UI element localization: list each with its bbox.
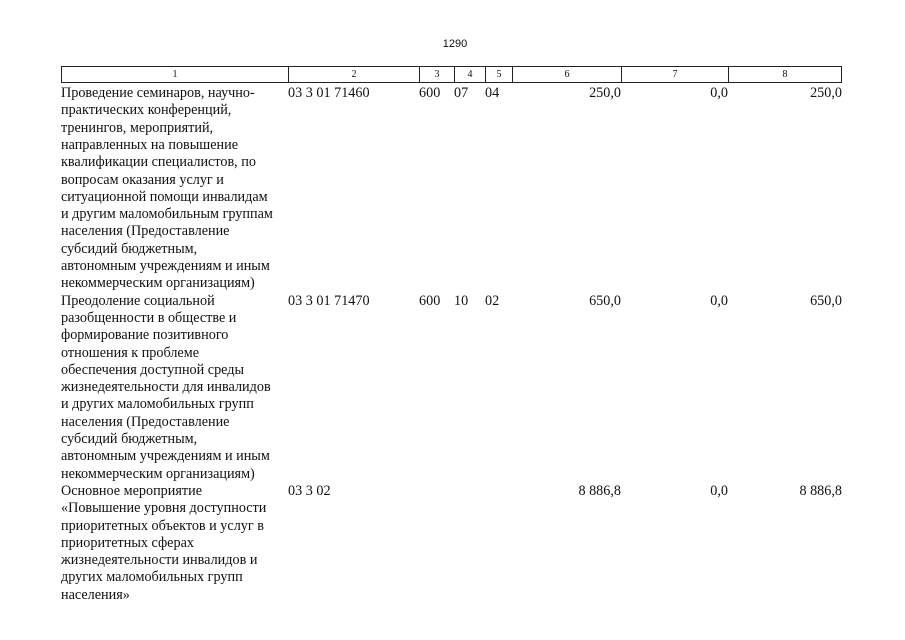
item-name-line: Проведение семинаров, научно- (61, 85, 255, 101)
item-name-line: приоритетных сферах (61, 534, 194, 551)
cell: 03 3 01 71470 (288, 292, 370, 309)
cell: 600 (419, 292, 441, 309)
item-name-line: автономным учреждениям и иным (61, 448, 270, 465)
header-cell: 7 (621, 66, 729, 83)
amount: 650,0 (589, 292, 621, 309)
header-cell: 2 (288, 66, 420, 83)
item-name-line: отношения к проблеме (61, 344, 200, 361)
item-name-line: жизнедеятельности инвалидов и (61, 552, 258, 569)
amount: 250,0 (810, 85, 842, 101)
item-name-line: квалификации специалистов, по (61, 154, 256, 171)
page-number: 1290 (442, 38, 468, 50)
amount: 650,0 (810, 292, 842, 309)
item-name-line: приоритетных объектов и услуг в (61, 517, 264, 534)
item-name-line: Преодоление социальной (61, 292, 215, 309)
cell: 07 (454, 85, 469, 101)
header-cell: 8 (728, 66, 842, 83)
item-name-line: автономным учреждениям и иным (61, 258, 270, 274)
item-name-line: и других маломобильных групп (61, 396, 254, 413)
item-name-line: населения» (61, 586, 130, 603)
item-name-line: обеспечения доступной среды (61, 361, 245, 378)
cell: 04 (485, 85, 500, 101)
item-name-line: населения (Предоставление (61, 223, 230, 240)
item-name-line: разобщенности в обществе и (61, 309, 237, 326)
item-name-line: субсидий бюджетным, (61, 431, 198, 447)
item-name-line: вопросам оказания услуг и (61, 171, 224, 188)
cell: 03 3 01 71460 (288, 85, 370, 101)
amount: 0,0 (710, 292, 728, 309)
item-name-line: ситуационной помощи инвалидам (61, 188, 268, 205)
item-name-line: направленных на повышение (61, 136, 238, 153)
item-name-line: жизнедеятельности для инвалидов (61, 379, 271, 396)
item-name-line: практических конференций, (61, 102, 232, 119)
cell: 02 (485, 292, 500, 309)
item-name-line: Основное мероприятие (61, 482, 202, 499)
amount: 250,0 (589, 85, 621, 101)
cell: 10 (454, 292, 469, 309)
item-name-line: «Повышение уровня доступности (61, 500, 267, 517)
amount: 8 886,8 (578, 482, 621, 499)
item-name-line: субсидий бюджетным, (61, 240, 198, 257)
header-cell: 1 (61, 66, 289, 83)
header-cell: 3 (419, 66, 455, 83)
header-cell: 4 (454, 66, 486, 83)
amount: 8 886,8 (799, 482, 842, 499)
item-name-line: и другим маломобильным группам (61, 206, 273, 223)
cell: 03 3 02 (288, 482, 331, 499)
item-name-line: населения (Предоставление (61, 413, 230, 430)
header-cell: 5 (485, 66, 513, 83)
item-name-line: тренингов, мероприятий, (61, 119, 214, 136)
cell: 600 (419, 85, 441, 101)
header-cell: 6 (512, 66, 622, 83)
item-name-line: некоммерческим организациям) (61, 275, 255, 292)
amount: 0,0 (710, 85, 728, 101)
item-name-line: других маломобильных групп (61, 569, 243, 586)
amount: 0,0 (710, 482, 728, 499)
item-name-line: формирование позитивного (61, 327, 229, 344)
item-name-line: некоммерческим организациям) (61, 465, 255, 482)
